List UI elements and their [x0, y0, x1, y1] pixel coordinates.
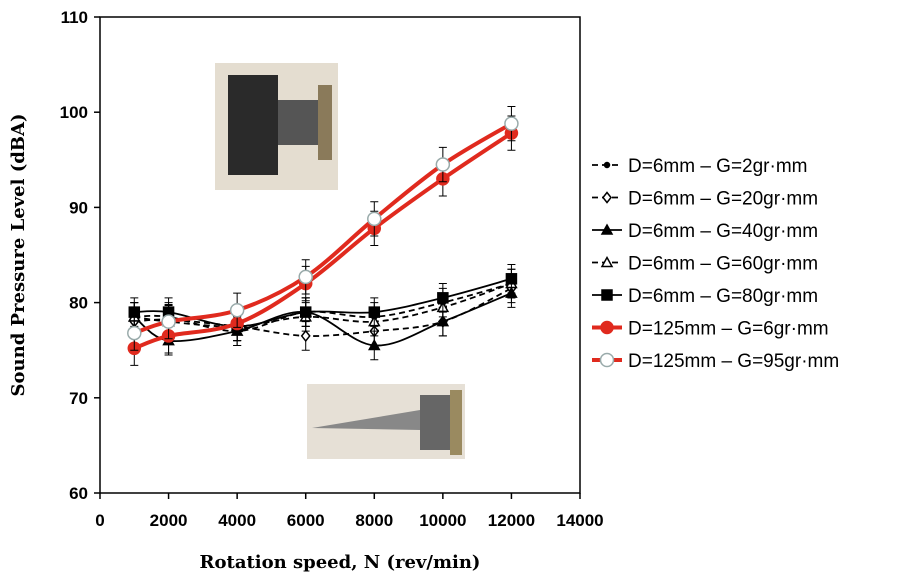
legend-marker — [603, 161, 611, 169]
legend-label: D=125mm – G=6gr·mm — [628, 319, 829, 340]
point — [161, 314, 176, 329]
x-tick-label: 2000 — [150, 511, 188, 530]
point — [229, 302, 245, 318]
legend-label: D=6mm – G=80gr·mm — [628, 286, 818, 307]
point — [505, 273, 518, 285]
legend-label: D=6mm – G=20gr·mm — [628, 189, 818, 210]
point — [504, 116, 519, 131]
point — [435, 157, 451, 172]
x-axis-label: Rotation speed, N (rev/min) — [200, 552, 481, 573]
point — [437, 292, 449, 304]
point — [127, 325, 142, 341]
x-tick-label: 12000 — [488, 511, 535, 530]
series-line — [134, 282, 512, 333]
legend-label: D=6mm – G=60gr·mm — [628, 254, 818, 275]
y-tick-label: 90 — [69, 198, 88, 217]
point — [298, 269, 313, 285]
x-tick-label: 14000 — [556, 511, 603, 530]
legend-marker — [601, 289, 613, 301]
legend-marker — [602, 191, 612, 204]
legend-marker — [600, 255, 614, 268]
legend-marker — [600, 320, 614, 335]
legend-label: D=6mm – G=2gr·mm — [628, 156, 807, 177]
x-tick-label: 8000 — [355, 511, 393, 530]
photo-tool-large — [215, 63, 338, 190]
legend-label: D=6mm – G=40gr·mm — [628, 221, 818, 242]
point — [368, 338, 381, 351]
point — [368, 306, 381, 318]
y-axis-label: Sound Pressure Level (dBA) — [8, 114, 29, 397]
y-tick-label: 100 — [60, 103, 88, 122]
legend-marker — [599, 352, 615, 368]
y-tick-label: 60 — [69, 484, 88, 503]
legend-marker — [600, 223, 614, 235]
plot-frame — [99, 16, 581, 494]
point — [367, 211, 382, 227]
x-tick-label: 10000 — [419, 511, 466, 530]
point — [300, 329, 311, 343]
x-tick-label: 4000 — [218, 511, 256, 530]
photo-tool-small — [307, 384, 465, 459]
series: D=125mm – G=95gr·mm — [127, 105, 839, 372]
y-tick-label: 70 — [69, 389, 88, 408]
y-tick-label: 110 — [61, 8, 88, 27]
y-tick-label: 80 — [69, 294, 88, 313]
point — [299, 306, 312, 318]
x-tick-label: 6000 — [287, 511, 325, 530]
legend-label: D=125mm – G=95gr·mm — [628, 351, 839, 372]
x-tick-label: 0 — [95, 511, 104, 530]
